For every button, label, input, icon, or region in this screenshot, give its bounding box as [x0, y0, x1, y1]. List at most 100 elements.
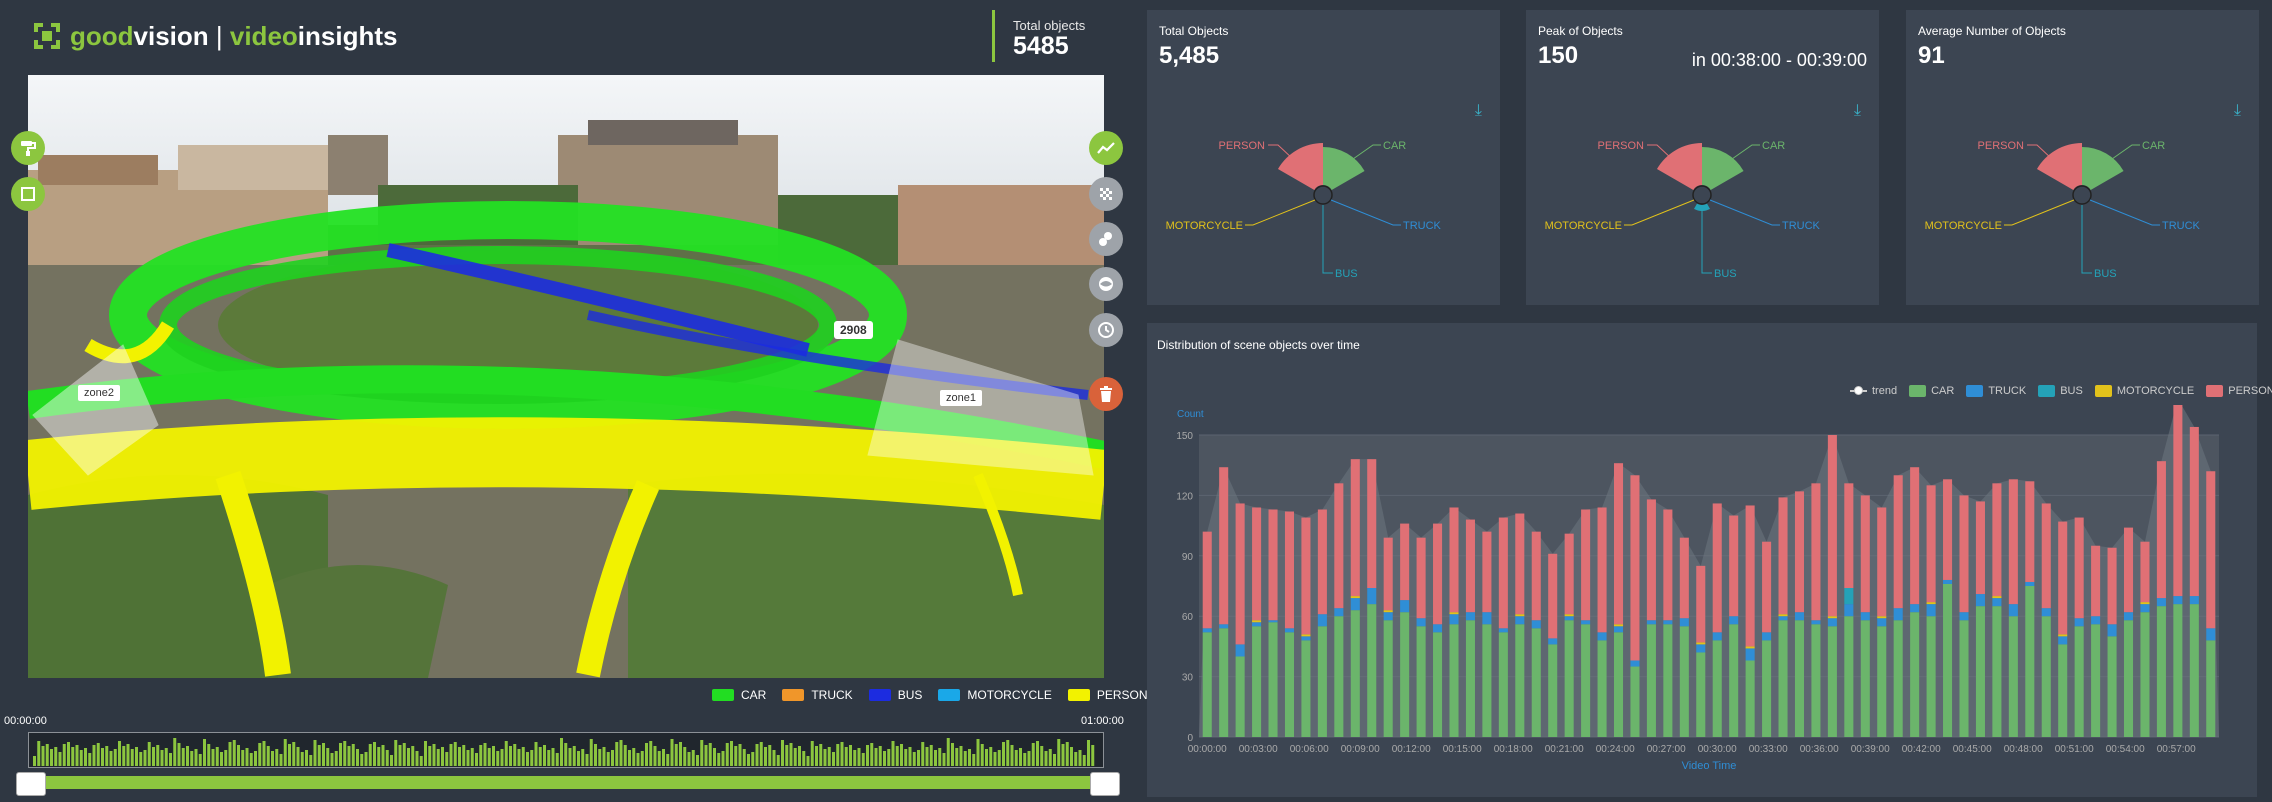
bar-car[interactable] — [2156, 606, 2166, 737]
bar-truck[interactable] — [1367, 588, 1377, 605]
paint-roller-button[interactable] — [11, 131, 45, 165]
bar-person[interactable] — [1350, 459, 1360, 597]
bar-car[interactable] — [1383, 620, 1393, 737]
bar-motorcycle[interactable] — [1696, 642, 1706, 645]
bar-car[interactable] — [1844, 616, 1854, 737]
legend-item-bus[interactable]: BUS — [868, 688, 922, 702]
bar-person[interactable] — [1449, 507, 1459, 613]
bar-person[interactable] — [1646, 499, 1656, 621]
bar-truck[interactable] — [1827, 618, 1837, 627]
bar-truck[interactable] — [1449, 614, 1459, 625]
bar-truck[interactable] — [1860, 612, 1870, 621]
bar-person[interactable] — [1762, 541, 1772, 633]
bar-person[interactable] — [1729, 515, 1739, 617]
bar-car[interactable] — [2091, 624, 2101, 737]
bar-person[interactable] — [2140, 541, 2150, 603]
bar-person[interactable] — [1975, 501, 1985, 595]
zone-counter-badge[interactable]: 2908 — [834, 321, 873, 339]
bar-car[interactable] — [1252, 626, 1262, 737]
bar-truck[interactable] — [1202, 628, 1212, 633]
bar-person[interactable] — [1794, 491, 1805, 613]
bar-person[interactable] — [1745, 505, 1755, 647]
bar-car[interactable] — [1284, 632, 1295, 737]
bar-truck[interactable] — [2156, 598, 2166, 607]
chart-legend-item-truck[interactable]: TRUCK — [1966, 385, 2026, 397]
bar-person[interactable] — [1581, 509, 1591, 621]
bar-truck[interactable] — [1597, 632, 1607, 641]
bar-person[interactable] — [1465, 519, 1475, 613]
bar-truck[interactable] — [2140, 604, 2150, 613]
bar-car[interactable] — [1350, 610, 1360, 737]
bar-person[interactable] — [2058, 521, 2068, 635]
timeline-histogram[interactable] — [28, 732, 1104, 768]
bar-person[interactable] — [1893, 475, 1903, 609]
bar-car[interactable] — [1400, 612, 1410, 737]
bar-person[interactable] — [1317, 509, 1327, 615]
bar-person[interactable] — [1696, 565, 1706, 643]
bar-car[interactable] — [1992, 606, 2002, 737]
bar-car[interactable] — [2140, 612, 2150, 737]
bar-car[interactable] — [1860, 620, 1870, 737]
bar-person[interactable] — [2074, 517, 2084, 619]
bar-truck[interactable] — [1235, 644, 1245, 657]
bar-person[interactable] — [2025, 481, 2035, 582]
bar-person[interactable] — [1597, 507, 1607, 633]
bar-motorcycle[interactable] — [1827, 616, 1837, 619]
bar-car[interactable] — [1745, 660, 1755, 737]
bar-truck[interactable] — [1893, 608, 1903, 621]
bar-person[interactable] — [1844, 483, 1854, 589]
bar-motorcycle[interactable] — [1449, 612, 1459, 615]
bar-car[interactable] — [1548, 644, 1558, 737]
bar-truck[interactable] — [1613, 626, 1624, 633]
bar-person[interactable] — [1827, 435, 1837, 617]
bar-car[interactable] — [2189, 604, 2199, 737]
bar-car[interactable] — [2173, 604, 2183, 737]
bar-car[interactable] — [2025, 586, 2035, 737]
bar-person[interactable] — [1992, 483, 2002, 597]
clusters-button[interactable] — [1089, 222, 1123, 256]
bar-car[interactable] — [1794, 620, 1805, 737]
bar-person[interactable] — [1943, 479, 1953, 580]
bar-car[interactable] — [1433, 632, 1443, 737]
bar-person[interactable] — [1926, 485, 1936, 603]
bar-truck[interactable] — [2041, 608, 2051, 617]
bar-car[interactable] — [1663, 624, 1673, 737]
bar-car[interactable] — [1762, 640, 1772, 737]
bar-truck[interactable] — [1317, 614, 1327, 627]
bar-person[interactable] — [1877, 507, 1887, 617]
bar-motorcycle[interactable] — [1252, 620, 1262, 623]
bar-truck[interactable] — [1465, 612, 1475, 621]
chart-legend-item-trend[interactable]: trend — [1850, 385, 1897, 397]
bar-truck[interactable] — [1696, 644, 1706, 653]
bar-person[interactable] — [1498, 517, 1508, 629]
bar-car[interactable] — [1926, 616, 1936, 737]
bar-truck[interactable] — [1284, 628, 1295, 633]
bar-motorcycle[interactable] — [1745, 646, 1755, 649]
bar-person[interactable] — [1910, 467, 1920, 605]
bar-motorcycle[interactable] — [1613, 624, 1624, 627]
bar-car[interactable] — [1317, 626, 1327, 737]
legend-item-person[interactable]: PERSON — [1067, 688, 1148, 702]
bar-truck[interactable] — [1515, 616, 1525, 625]
bar-motorcycle[interactable] — [1350, 596, 1360, 599]
bar-person[interactable] — [2189, 426, 2199, 597]
bar-truck[interactable] — [1252, 622, 1262, 627]
bar-car[interactable] — [1219, 628, 1229, 737]
bar-truck[interactable] — [2123, 612, 2134, 621]
bar-person[interactable] — [2041, 503, 2051, 609]
bar-person[interactable] — [1284, 511, 1295, 629]
bar-car[interactable] — [1630, 666, 1640, 737]
bar-car[interactable] — [2058, 644, 2068, 737]
legend-item-truck[interactable]: TRUCK — [782, 688, 853, 702]
bar-motorcycle[interactable] — [1383, 610, 1393, 613]
bar-car[interactable] — [1416, 626, 1426, 737]
bar-car[interactable] — [1679, 626, 1689, 737]
legend-item-car[interactable]: CAR — [712, 688, 766, 702]
bar-person[interactable] — [1252, 507, 1262, 621]
download-icon[interactable]: ⤓ — [1474, 102, 1482, 119]
bar-truck[interactable] — [1762, 632, 1772, 641]
bar-person[interactable] — [1712, 503, 1722, 633]
bar-truck[interactable] — [1975, 594, 1985, 607]
bar-person[interactable] — [1433, 523, 1443, 625]
chart-legend-item-bus[interactable]: BUS — [2038, 385, 2083, 397]
